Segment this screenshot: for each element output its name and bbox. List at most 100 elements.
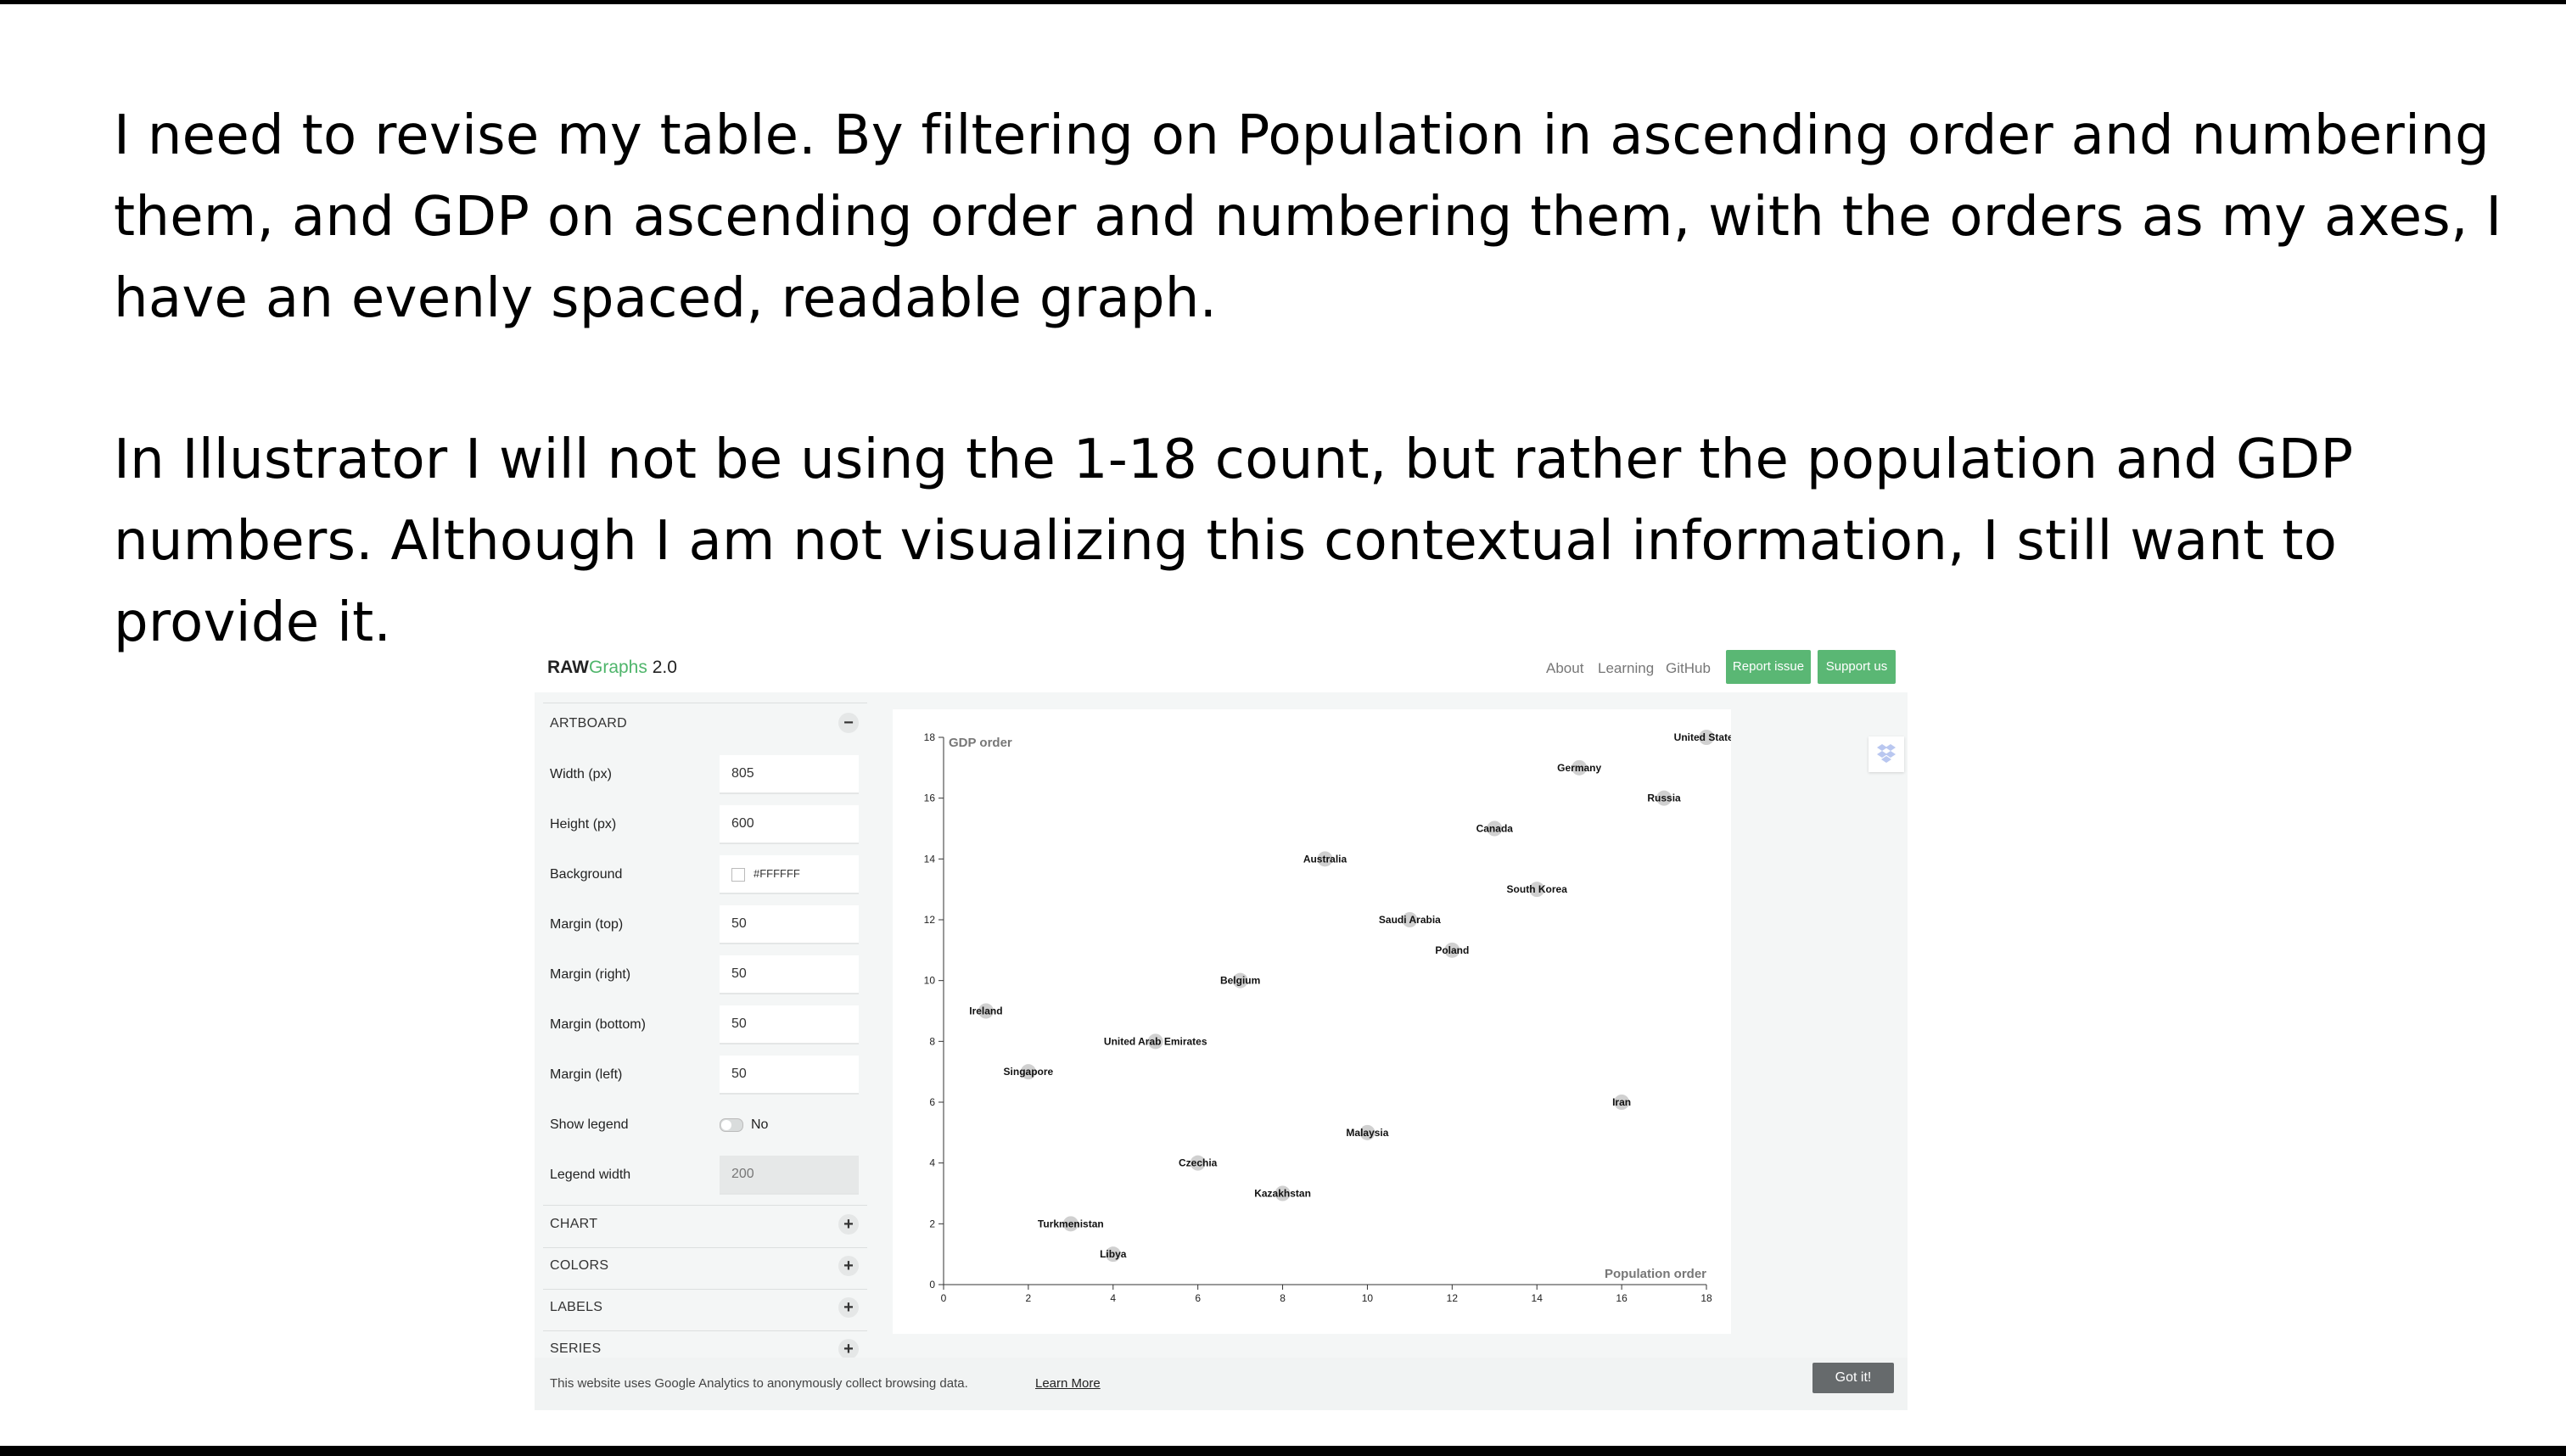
divider xyxy=(543,1205,867,1206)
x-tick-label: 12 xyxy=(1447,1292,1459,1304)
legend-width-input[interactable]: 200 xyxy=(720,1156,859,1193)
background-color-value: #FFFFFF xyxy=(754,867,800,880)
data-point xyxy=(1062,1216,1079,1232)
y-axis-title: GDP order xyxy=(949,736,1012,750)
got-it-button[interactable]: Got it! xyxy=(1812,1363,1894,1393)
width-label: Width (px) xyxy=(550,767,612,781)
data-point xyxy=(1614,1095,1630,1110)
margin-top-label: Margin (top) xyxy=(550,917,624,932)
nav-learning[interactable]: Learning xyxy=(1598,660,1655,676)
width-input[interactable]: 805 xyxy=(720,755,859,792)
plus-icon[interactable]: + xyxy=(838,1256,859,1276)
data-point xyxy=(1656,790,1672,806)
plus-icon[interactable]: + xyxy=(838,1214,859,1235)
chart-artboard: 0 2 4 6 8 10 12 14 16 18 0 2 4 6 8 10 12 14 16 18 GDP order P… xyxy=(893,709,1740,1334)
plus-icon[interactable]: + xyxy=(838,1297,859,1318)
margin-left-label: Margin (left) xyxy=(550,1067,623,1082)
y-tick-label: 12 xyxy=(924,914,936,926)
data-point xyxy=(1105,1246,1121,1263)
divider xyxy=(543,1247,867,1248)
dropbox-icon xyxy=(1877,744,1896,763)
show-legend-label: Show legend xyxy=(550,1117,629,1132)
divider xyxy=(543,1330,867,1331)
toggle-knob xyxy=(721,1120,731,1130)
data-point xyxy=(978,1003,994,1019)
color-swatch[interactable] xyxy=(731,867,745,882)
margin-left-input[interactable]: 50 xyxy=(720,1056,859,1093)
dropbox-button[interactable] xyxy=(1868,736,1904,772)
point-label: Libya xyxy=(1100,1248,1127,1260)
y-tick-label: 18 xyxy=(924,731,936,743)
nav-about[interactable]: About xyxy=(1546,660,1584,676)
y-tick-label: 14 xyxy=(924,853,936,865)
x-tick-label: 14 xyxy=(1532,1292,1544,1304)
slide-top-border xyxy=(0,0,2566,4)
margin-bottom-input[interactable]: 50 xyxy=(720,1005,859,1043)
x-tick-label: 8 xyxy=(1280,1292,1286,1304)
point-label: Iran xyxy=(1612,1096,1631,1108)
height-input[interactable]: 600 xyxy=(720,805,859,843)
app-header: RAWGraphs 2.0 About Learning GitHub Repo… xyxy=(535,643,1908,692)
section-chart-title[interactable]: CHART xyxy=(550,1217,598,1231)
legend-width-label: Legend width xyxy=(550,1168,631,1182)
show-legend-toggle[interactable] xyxy=(720,1118,743,1132)
y-tick-label: 0 xyxy=(929,1279,935,1291)
point-label: Singapore xyxy=(1004,1066,1054,1078)
margin-top-input[interactable]: 50 xyxy=(720,905,859,943)
cookie-banner: This website uses Google Analytics to an… xyxy=(535,1358,1908,1410)
nav-github[interactable]: GitHub xyxy=(1666,660,1711,676)
point-label: Kazakhstan xyxy=(1254,1188,1311,1200)
x-tick-label: 2 xyxy=(1026,1292,1032,1304)
logo-raw: RAW xyxy=(547,658,589,677)
y-tick-label: 10 xyxy=(924,975,936,987)
data-point xyxy=(1020,1064,1036,1080)
app-logo[interactable]: RAWGraphs 2.0 xyxy=(547,658,677,678)
slide-bottom-border xyxy=(0,1446,2566,1456)
y-tick-label: 4 xyxy=(929,1157,935,1169)
data-point xyxy=(1190,1155,1206,1171)
data-point xyxy=(1275,1185,1291,1201)
plus-icon[interactable]: + xyxy=(838,1339,859,1359)
cookie-text: This website uses Google Analytics to an… xyxy=(550,1376,968,1391)
data-point xyxy=(1572,759,1588,776)
support-us-button[interactable]: Support us xyxy=(1818,650,1896,684)
background-color-input[interactable]: #FFFFFF xyxy=(720,855,859,893)
section-series-title[interactable]: SERIES xyxy=(550,1341,602,1356)
section-colors-title[interactable]: COLORS xyxy=(550,1258,609,1273)
y-tick-label: 6 xyxy=(929,1096,935,1108)
margin-bottom-label: Margin (bottom) xyxy=(550,1017,646,1032)
point-label: South Korea xyxy=(1507,883,1568,895)
data-point xyxy=(1359,1124,1375,1140)
x-tick-label: 10 xyxy=(1362,1292,1374,1304)
x-tick-label: 4 xyxy=(1110,1292,1116,1304)
learn-more-link[interactable]: Learn More xyxy=(1035,1376,1101,1391)
margin-right-input[interactable]: 50 xyxy=(720,955,859,993)
x-tick-label: 6 xyxy=(1195,1292,1201,1304)
y-tick-label: 8 xyxy=(929,1035,935,1047)
report-issue-button[interactable]: Report issue xyxy=(1726,650,1811,684)
point-label: Poland xyxy=(1435,944,1469,956)
point-label: Ireland xyxy=(969,1005,1002,1017)
scatter-chart: 0 2 4 6 8 10 12 14 16 18 0 2 4 6 8 10 12 14 16 18 GDP order P… xyxy=(924,730,1740,1304)
point-label: United Arab Emirates xyxy=(1104,1035,1207,1047)
point-label: United States xyxy=(1674,731,1731,743)
x-axis-title: Population order xyxy=(1605,1267,1706,1281)
margin-right-label: Margin (right) xyxy=(550,967,631,982)
divider xyxy=(543,1289,867,1290)
section-artboard-title[interactable]: ARTBOARD xyxy=(550,716,628,731)
x-tick-label: 0 xyxy=(941,1292,947,1304)
logo-version: 2.0 xyxy=(652,658,677,677)
x-tick-label: 18 xyxy=(1700,1292,1712,1304)
point-label: Canada xyxy=(1476,823,1514,835)
x-tick-label: 16 xyxy=(1616,1292,1628,1304)
y-tick-label: 16 xyxy=(924,792,936,804)
point-label: Belgium xyxy=(1220,975,1260,987)
minus-icon[interactable]: − xyxy=(838,713,859,733)
logo-graphs: Graphs xyxy=(589,658,647,677)
height-label: Height (px) xyxy=(550,817,617,832)
section-labels-title[interactable]: LABELS xyxy=(550,1300,603,1314)
data-point xyxy=(1487,820,1503,837)
point-label: Russia xyxy=(1647,792,1681,804)
point-label: Germany xyxy=(1557,762,1601,774)
options-sidebar: ARTBOARD − Width (px) 805 Height (px) 60… xyxy=(535,703,869,1364)
